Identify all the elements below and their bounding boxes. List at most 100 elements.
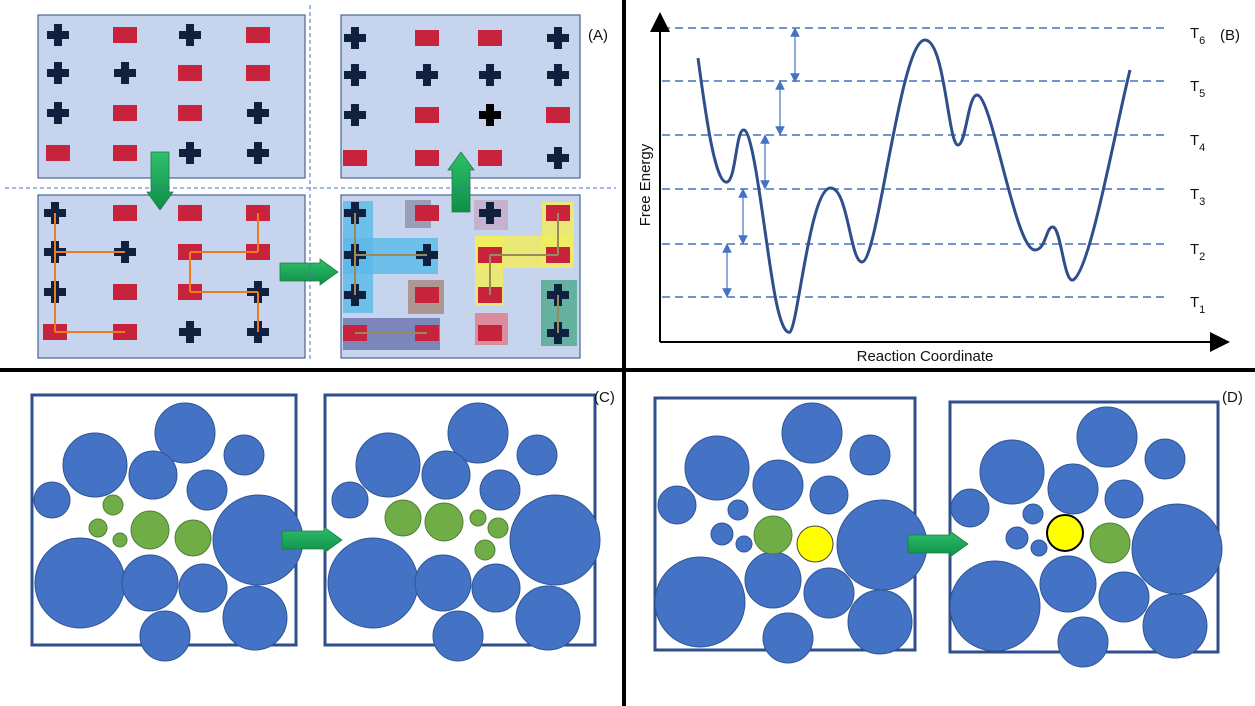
particle [752, 459, 804, 511]
particle [849, 434, 891, 476]
square-site [478, 150, 502, 166]
square-site [113, 27, 137, 43]
green-particle [487, 517, 509, 539]
particle [447, 402, 509, 464]
level-label: T6 [1190, 25, 1205, 47]
particle [979, 439, 1045, 505]
particle [222, 585, 288, 651]
square-site [415, 150, 439, 166]
panel-label: (B) [1220, 27, 1240, 44]
cross-site [179, 24, 201, 46]
square-site [178, 205, 202, 221]
particle [121, 554, 179, 612]
transition-arrow [146, 151, 174, 211]
particle [1098, 571, 1150, 623]
cross-site [179, 142, 201, 164]
particle [1076, 406, 1138, 468]
particle [1142, 593, 1208, 659]
cross-site [344, 27, 366, 49]
square-site [478, 30, 502, 46]
square-site [343, 150, 367, 166]
square-site [415, 205, 439, 221]
particle [1131, 503, 1223, 595]
particle [139, 610, 191, 662]
transition-arrow [907, 530, 969, 558]
square-site [113, 284, 137, 300]
square-site [113, 105, 137, 121]
cross-site [479, 64, 501, 86]
square-site [415, 287, 439, 303]
level-index: 1 [1199, 304, 1205, 316]
square-site [113, 145, 137, 161]
particle [727, 499, 749, 521]
cross-site [179, 321, 201, 343]
green-particle [469, 509, 487, 527]
level-label: T5 [1190, 78, 1205, 100]
particle [1030, 539, 1048, 557]
level-label: T3 [1190, 186, 1205, 208]
level-index: 6 [1199, 35, 1205, 47]
particle [421, 450, 471, 500]
particle [654, 556, 746, 648]
cross-site [247, 142, 269, 164]
square-site [478, 325, 502, 341]
panel-label: (C) [594, 389, 615, 406]
particle [414, 554, 472, 612]
square-site [113, 205, 137, 221]
square-site [415, 107, 439, 123]
particle [950, 488, 990, 528]
particle [128, 450, 178, 500]
particle [154, 402, 216, 464]
green-particle [384, 499, 422, 537]
level-label: T4 [1190, 132, 1205, 154]
panel-label: (A) [588, 27, 608, 44]
cross-site [344, 104, 366, 126]
particle [762, 612, 814, 664]
green-particle [474, 539, 496, 561]
particle [355, 432, 421, 498]
level-gaps [722, 27, 800, 298]
level-index: 5 [1199, 88, 1205, 100]
square-site [46, 145, 70, 161]
cross-site [247, 102, 269, 124]
cross-site [547, 64, 569, 86]
panel-label: (D) [1222, 389, 1243, 406]
square-site [546, 107, 570, 123]
particle [1039, 555, 1097, 613]
level-symbol: T [1190, 25, 1199, 42]
cross-site [114, 62, 136, 84]
particle [186, 469, 228, 511]
particle [949, 560, 1041, 652]
cross-site [47, 62, 69, 84]
cross-site [47, 24, 69, 46]
particle [33, 481, 71, 519]
particle [432, 610, 484, 662]
level-index: 3 [1199, 196, 1205, 208]
square-site [246, 27, 270, 43]
particle [515, 585, 581, 651]
level-symbol: T [1190, 241, 1199, 258]
green-particle [88, 518, 108, 538]
green-particle [424, 502, 464, 542]
particle [781, 402, 843, 464]
particle [744, 551, 802, 609]
cross-site [547, 147, 569, 169]
green-particle [753, 515, 793, 555]
particle [331, 481, 369, 519]
yellow-particle [796, 525, 834, 563]
x-axis-label: Reaction Coordinate [857, 348, 994, 365]
green-particle [174, 519, 212, 557]
particle [1022, 503, 1044, 525]
particle [327, 537, 419, 629]
particle [479, 469, 521, 511]
square-site [415, 30, 439, 46]
y-axis-label: Free Energy [637, 143, 654, 226]
particle [684, 435, 750, 501]
cross-site [416, 64, 438, 86]
particle [1104, 479, 1144, 519]
particle [178, 563, 228, 613]
cross-site [47, 102, 69, 124]
level-symbol: T [1190, 132, 1199, 149]
